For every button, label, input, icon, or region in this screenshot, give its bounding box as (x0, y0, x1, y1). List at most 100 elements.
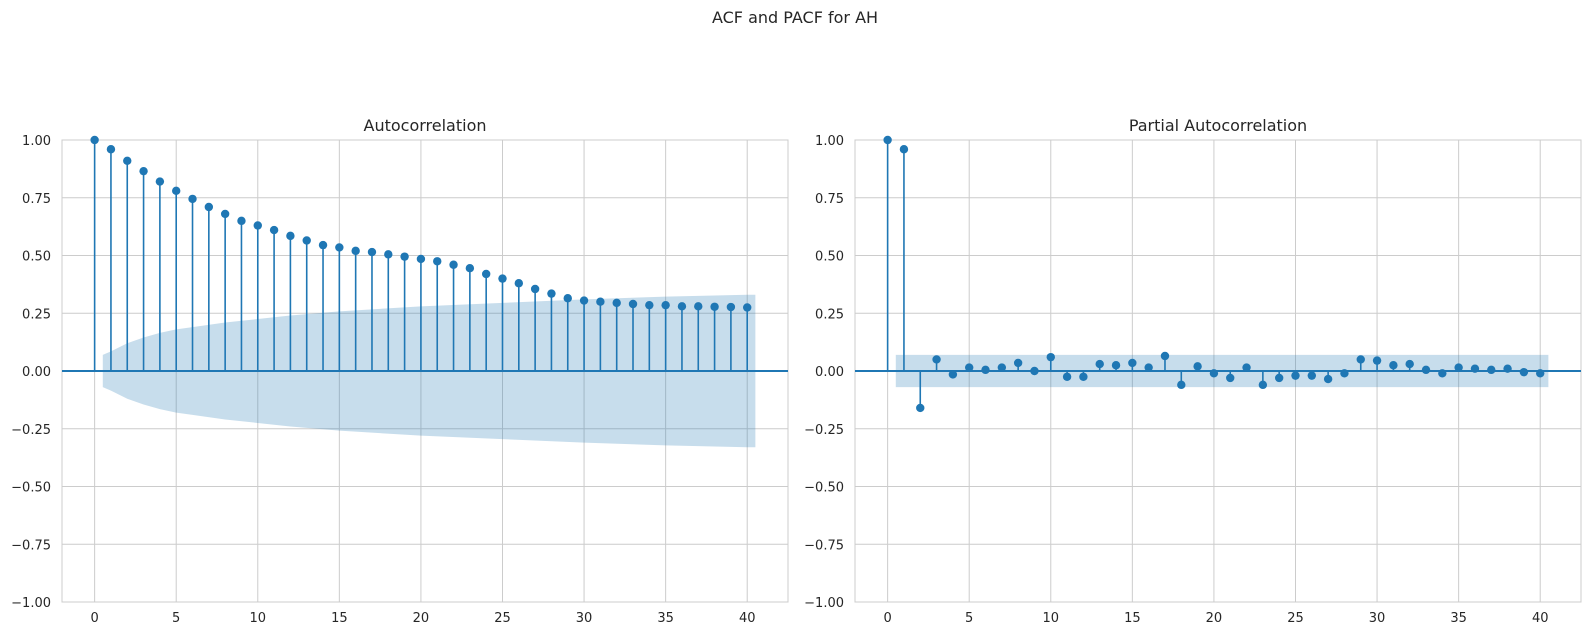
acf-ytick-label: 0.50 (22, 250, 51, 265)
pacf-point (1193, 362, 1202, 371)
acf-xtick-label: 20 (413, 611, 430, 626)
acf-point (596, 297, 605, 306)
acf-ytick-label: −1.00 (11, 596, 51, 611)
pacf-point (1095, 359, 1104, 369)
pacf-ytick-label: 1.00 (815, 134, 844, 149)
pacf-point (1372, 356, 1382, 365)
pacf-xtick-label: 15 (1124, 611, 1141, 626)
pacf-point (1503, 364, 1512, 373)
pacf-point (1079, 372, 1088, 381)
acf-xtick-label: 5 (172, 611, 180, 626)
pacf-point (1030, 366, 1039, 376)
acf-ytick-label: 1.00 (22, 134, 51, 149)
pacf-point (1226, 373, 1235, 383)
pacf-panel: 0 5 10 15 20 25 30 35 40 −1.00 −0.75 −0.50 −0.25 0.00… (804, 116, 1582, 626)
acf-panel: 0 5 10 15 20 25 30 35 40 −1.00 −0.75 −0.50 −0.25 0.00… (11, 116, 789, 626)
acf-point (351, 246, 360, 256)
pacf-point (1470, 364, 1480, 373)
acf-point (139, 166, 148, 176)
acf-point (563, 294, 572, 303)
pacf-point (1291, 371, 1300, 380)
pacf-ytick-label: 0.75 (815, 192, 844, 207)
acf-point (661, 300, 670, 310)
pacf-point (932, 355, 941, 364)
acf-point (269, 225, 279, 235)
acf-point (172, 186, 181, 196)
pacf-ytick-label: 0.50 (815, 250, 844, 265)
acf-point (416, 254, 426, 264)
acf-point (237, 216, 246, 226)
pacf-xtick-label: 5 (965, 611, 973, 626)
acf-xtick-label: 10 (250, 611, 267, 626)
pacf-point (1454, 363, 1463, 372)
acf-point (188, 194, 197, 204)
acf-ytick-label: −0.25 (11, 423, 51, 438)
acf-xtick-label: 30 (576, 611, 593, 626)
acf-point (498, 274, 507, 283)
pacf-point (883, 135, 892, 145)
acf-point (433, 257, 442, 266)
pacf-point (1340, 369, 1349, 378)
acf-point (318, 240, 328, 250)
pacf-point (1487, 365, 1496, 375)
acf-point (530, 284, 540, 294)
acf-point (628, 299, 638, 309)
acf-point (253, 221, 262, 230)
pacf-point (1307, 371, 1317, 380)
acf-point (220, 209, 230, 219)
acf-point (155, 177, 165, 186)
pacf-ytick-label: −0.75 (804, 538, 844, 553)
acf-ytick-label: 0.00 (22, 365, 51, 380)
pacf-point (1013, 358, 1023, 368)
pacf-point (1356, 355, 1365, 364)
acf-ytick-label: −0.50 (11, 481, 51, 496)
acf-point (547, 289, 556, 298)
acf-point (645, 300, 654, 310)
pacf-point (948, 370, 958, 379)
acf-xtick-label: 15 (331, 611, 348, 626)
pacf-point (1421, 365, 1431, 375)
acf-xtick-label: 35 (657, 611, 674, 626)
figure-title: ACF and PACF for AH (712, 8, 878, 27)
pacf-point (1111, 361, 1121, 370)
pacf-point (1438, 369, 1447, 378)
acf-point (694, 302, 703, 311)
acf-point (400, 252, 409, 261)
acf-point (743, 303, 752, 312)
pacf-point (965, 363, 974, 372)
pacf-xtick-label: 10 (1043, 611, 1060, 626)
pacf-point (1258, 380, 1268, 390)
pacf-point (916, 403, 925, 413)
pacf-point (1519, 367, 1529, 377)
pacf-point (899, 145, 909, 154)
acf-point (710, 302, 719, 311)
pacf-ytick-label: 0.25 (815, 307, 844, 322)
acf-point (367, 247, 377, 257)
acf-point (481, 269, 491, 279)
pacf-ytick-label: −0.50 (804, 481, 844, 496)
acf-xtick-label: 40 (739, 611, 756, 626)
pacf-ytick-label: −0.25 (804, 423, 844, 438)
pacf-point (1062, 372, 1072, 381)
pacf-point (1389, 361, 1398, 370)
acf-point (286, 231, 295, 241)
acf-point (677, 302, 687, 311)
pacf-ytick-label: −1.00 (804, 596, 844, 611)
pacf-xtick-label: 35 (1450, 611, 1467, 626)
pacf-xtick-label: 30 (1369, 611, 1386, 626)
pacf-title: Partial Autocorrelation (1129, 116, 1307, 135)
acf-ytick-label: 0.25 (22, 307, 51, 322)
pacf-xtick-label: 40 (1532, 611, 1549, 626)
acf-point (123, 156, 132, 165)
acf-point (204, 202, 214, 212)
pacf-point (1160, 351, 1170, 361)
acf-point (726, 302, 736, 312)
acf-point (449, 260, 458, 269)
pacf-ytick-label: 0.00 (815, 365, 844, 380)
pacf-xtick-label: 25 (1287, 611, 1304, 626)
pacf-point (997, 363, 1007, 372)
pacf-point (981, 365, 990, 375)
pacf-xtick-label: 20 (1206, 611, 1223, 626)
